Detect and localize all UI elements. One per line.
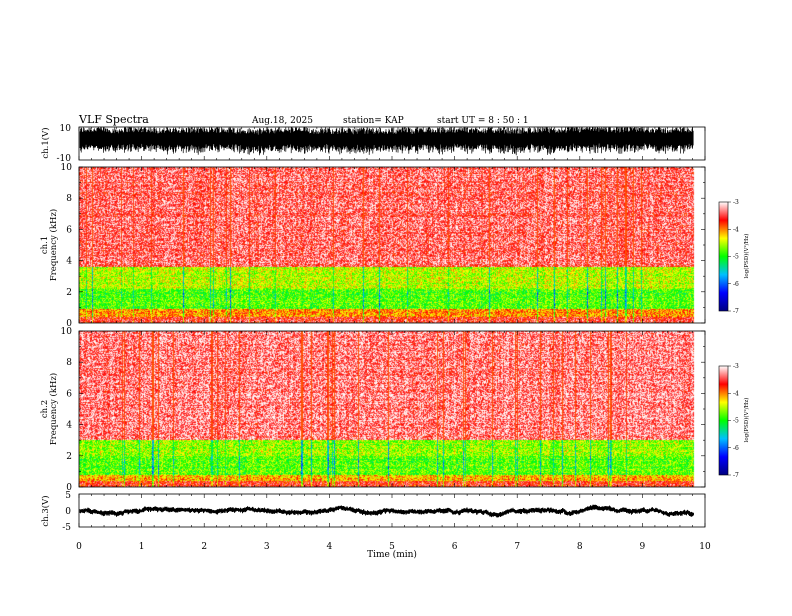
ch3-tick-top: 5 xyxy=(65,491,71,501)
ch1-channel-label: ch.1 xyxy=(40,236,50,254)
colorbar-tick-label: -4 xyxy=(733,390,739,397)
station-label: station= KAP xyxy=(343,116,404,126)
time-tick-label: 5 xyxy=(389,542,395,552)
freq-tick-label: 10 xyxy=(61,163,73,173)
ch1-time-ticks xyxy=(78,167,706,323)
colorbar-tick-label: -5 xyxy=(733,254,739,261)
ch1-waveform-trace xyxy=(79,127,694,156)
time-tick-label: 6 xyxy=(452,542,458,552)
ch1-freq-ticks: 0 2 4 6 8 10 xyxy=(61,163,705,329)
ch2-channel-label: ch.2 xyxy=(40,400,50,418)
freq-tick-label: 8 xyxy=(66,194,72,204)
time-tick-label: 3 xyxy=(264,542,270,552)
freq-tick-label: 8 xyxy=(66,358,72,368)
ch1-colorbar-label: log(PSD)(V²/Hz) xyxy=(743,234,750,279)
ch1-tick-bottom: -10 xyxy=(57,154,72,164)
ch2-colorbar-scale xyxy=(718,365,729,476)
ch2-spectrogram-image xyxy=(79,331,705,487)
ch2-spectrogram-panel: 0 2 4 6 8 10 ch.2 Frequency (kHz) xyxy=(40,327,706,493)
freq-tick-label: 2 xyxy=(66,288,72,298)
ch3-tick-bottom: -5 xyxy=(62,523,71,533)
ch3-waveform-trace xyxy=(79,504,694,518)
ch1-xticks xyxy=(78,127,706,160)
time-tick-label: 8 xyxy=(577,542,583,552)
ch1-spectrogram-image xyxy=(79,167,705,323)
time-tick-label: 7 xyxy=(514,542,520,552)
ch2-freq-axis-label: Frequency (kHz) xyxy=(48,373,59,445)
ch2-time-ticks xyxy=(78,331,706,487)
ch1-waveform-ylabel: ch.1(V) xyxy=(40,127,51,158)
date-label: Aug.18, 2025 xyxy=(251,116,313,126)
start-time-label: start UT = 8 : 50 : 1 xyxy=(437,116,529,126)
colorbar-tick-label: -7 xyxy=(733,308,739,315)
colorbar-tick-label: -3 xyxy=(733,363,739,370)
colorbar-tick-label: -6 xyxy=(733,445,739,452)
colorbar-tick-label: -6 xyxy=(733,281,739,288)
colorbar-tick-label: -4 xyxy=(733,226,739,233)
ch3-tick-mid: 0 xyxy=(65,507,71,517)
colorbar-tick-label: -5 xyxy=(733,418,739,425)
ch1-tick-top: 10 xyxy=(60,124,72,134)
freq-tick-label: 4 xyxy=(66,257,72,267)
freq-tick-label: 6 xyxy=(66,225,72,235)
freq-tick-label: 6 xyxy=(66,389,72,399)
time-tick-label: 9 xyxy=(640,542,646,552)
time-tick-label: 1 xyxy=(139,542,145,552)
figure-title: VLF Spectra xyxy=(78,113,149,126)
ch3-waveform-ylabel: ch.3(V) xyxy=(40,495,51,526)
ch1-freq-axis-label: Frequency (kHz) xyxy=(48,209,59,281)
colorbar-tick-label: -3 xyxy=(733,199,739,206)
ch2-freq-ticks: 0 2 4 6 8 10 xyxy=(61,327,705,493)
time-tick-label: 4 xyxy=(327,542,333,552)
freq-tick-label: 4 xyxy=(66,421,72,431)
ch1-spectrogram-panel: 0 2 4 6 8 10 ch.1 Frequency (kHz) xyxy=(40,163,706,329)
time-tick-label: 0 xyxy=(76,542,82,552)
ch1-colorbar-ticks: -3 -4 -5 -6 -7 xyxy=(728,199,739,315)
ch3-waveform-panel: 5 0 -5 ch.3(V) 0 1 2 3 4 5 6 7 8 9 10 xyxy=(40,491,711,552)
freq-tick-label: 2 xyxy=(66,452,72,462)
time-axis-label: Time (min) xyxy=(367,549,417,560)
ch2-colorbar-ticks: -3 -4 -5 -6 -7 xyxy=(728,363,739,479)
ch2-colorbar: -3 -4 -5 -6 -7 log(PSD)(V²/Hz) xyxy=(718,363,750,479)
freq-tick-label: 10 xyxy=(61,327,73,337)
colorbar-tick-label: -7 xyxy=(733,472,739,479)
freq-tick-label: 0 xyxy=(66,483,72,493)
ch1-waveform-panel: 10 -10 ch.1(V) xyxy=(40,124,706,164)
ch3-xticks xyxy=(78,494,706,527)
ch1-colorbar-scale xyxy=(718,201,729,312)
time-tick-label: 10 xyxy=(699,542,711,552)
time-tick-label: 2 xyxy=(201,542,207,552)
ch2-colorbar-label: log(PSD)(V²/Hz) xyxy=(743,398,750,443)
time-tick-labels: 0 1 2 3 4 5 6 7 8 9 10 xyxy=(76,542,711,552)
ch1-colorbar: -3 -4 -5 -6 -7 log(PSD)(V²/Hz) xyxy=(718,199,750,315)
freq-tick-label: 0 xyxy=(66,319,72,329)
